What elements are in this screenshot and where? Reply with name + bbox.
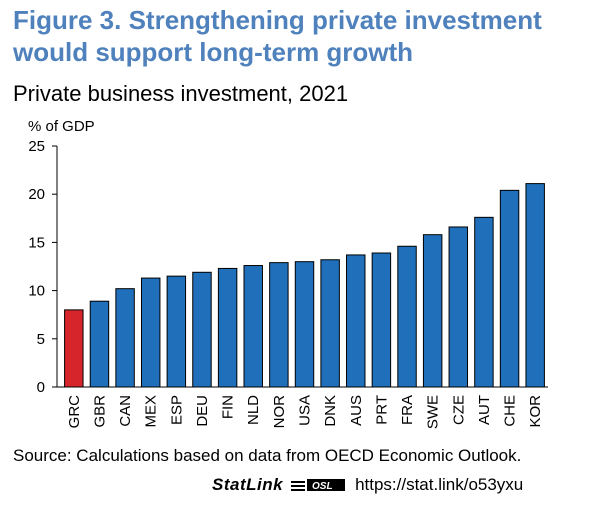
figure-title: Figure 3. Strengthening private investme… bbox=[13, 5, 542, 67]
bar-mex bbox=[140, 277, 161, 388]
x-tick-label: USA bbox=[297, 395, 314, 426]
bars-group bbox=[64, 183, 545, 388]
y-tick-label: 20 bbox=[28, 186, 45, 203]
bar-kor bbox=[525, 183, 545, 388]
source-note: Source: Calculations based on data from … bbox=[13, 446, 522, 465]
x-axis-tick-labels: GRC GBR CAN MEX ESP DEU FIN NLD NOR USA DNK AUS PRT F… bbox=[66, 395, 544, 429]
x-tick-label: CZE bbox=[450, 395, 467, 425]
bar-usa bbox=[294, 261, 315, 388]
bar-chart: % of GDP 0 5 10 15 20 25 GRC GBR CAN MEX ESP DEU FI… bbox=[28, 118, 548, 429]
x-tick-label: FIN bbox=[220, 395, 237, 419]
x-tick-label: GRC bbox=[66, 395, 83, 429]
y-tick-label: 5 bbox=[37, 331, 45, 348]
bar-cze bbox=[448, 226, 469, 388]
y-tick-label: 10 bbox=[28, 283, 45, 300]
bar-esp bbox=[166, 275, 187, 388]
bar-che bbox=[499, 189, 520, 388]
x-tick-label: ESP bbox=[168, 395, 185, 425]
x-tick-label: NLD bbox=[245, 395, 262, 425]
bar-prt bbox=[371, 252, 392, 388]
bar-dnk bbox=[320, 259, 340, 388]
x-tick-label: DNK bbox=[322, 395, 339, 427]
chart-subtitle: Private business investment, 2021 bbox=[13, 81, 349, 106]
bar-aut bbox=[474, 216, 494, 388]
bar-gbr bbox=[89, 300, 110, 388]
y-axis-label: % of GDP bbox=[28, 118, 95, 135]
x-tick-label: KOR bbox=[527, 395, 544, 428]
x-tick-label: GBR bbox=[91, 395, 108, 428]
x-tick-label: CAN bbox=[117, 395, 134, 427]
bar-nor bbox=[269, 262, 289, 388]
x-tick-label: PRT bbox=[373, 395, 390, 425]
svg-text:OSL: OSL bbox=[312, 481, 333, 492]
bar-fin bbox=[217, 267, 238, 388]
x-tick-label: AUT bbox=[476, 395, 493, 425]
y-tick-label: 25 bbox=[28, 138, 45, 155]
statlink-row: StatLink OSL https://stat.link/o53yxu bbox=[212, 472, 523, 498]
bar-can bbox=[115, 288, 135, 388]
statlink-logo-icon: OSL bbox=[291, 479, 346, 492]
x-tick-label: DEU bbox=[194, 395, 211, 427]
y-tick-label: 15 bbox=[28, 234, 45, 251]
x-tick-label: FRA bbox=[399, 395, 416, 425]
statlink-url-link[interactable]: https://stat.link/o53yxu bbox=[355, 475, 524, 494]
bar-nld bbox=[243, 265, 263, 388]
statlink-label: StatLink bbox=[212, 475, 284, 494]
x-tick-label: CHE bbox=[502, 395, 519, 427]
x-tick-label: NOR bbox=[271, 395, 288, 429]
bar-grc bbox=[64, 309, 84, 388]
bar-fra bbox=[397, 245, 417, 388]
bar-deu bbox=[192, 271, 212, 388]
bar-aus bbox=[346, 254, 366, 388]
bar-swe bbox=[422, 234, 443, 388]
x-tick-label: AUS bbox=[348, 395, 365, 426]
y-axis: 0 5 10 15 20 25 bbox=[28, 138, 548, 396]
x-tick-label: SWE bbox=[425, 395, 442, 429]
y-tick-label: 0 bbox=[37, 379, 45, 396]
x-tick-label: MEX bbox=[143, 395, 160, 428]
